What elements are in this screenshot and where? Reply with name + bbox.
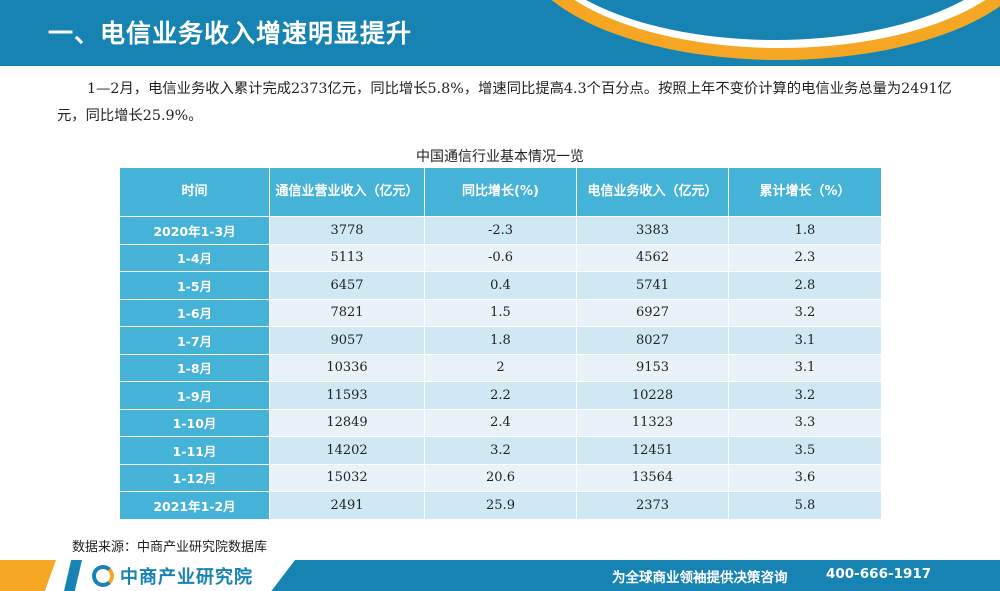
row-period: 1-4月 bbox=[119, 243, 270, 272]
page-title: 一、电信业务收入增速明显提升 bbox=[48, 19, 413, 48]
table-cell: 0.4 bbox=[424, 271, 577, 300]
table-cell: 5741 bbox=[576, 271, 729, 300]
table-row: 1-7月 9057 1.8 8027 3.1 bbox=[119, 326, 882, 355]
table-row: 2021年1-2月 2491 25.9 2373 5.8 bbox=[119, 491, 882, 520]
table-cell: 6927 bbox=[576, 298, 729, 327]
logo-icon bbox=[92, 565, 114, 587]
table-row: 1-11月 14202 3.2 12451 3.5 bbox=[119, 436, 882, 465]
table-cell: 2373 bbox=[576, 491, 729, 520]
footer-slogan: 为全球商业领袖提供决策咨询 bbox=[612, 570, 788, 586]
column-header: 电信业务收入（亿元） bbox=[576, 167, 729, 217]
column-header: 时间 bbox=[119, 167, 270, 217]
table-row: 1-9月 11593 2.2 10228 3.2 bbox=[119, 381, 882, 410]
intro-paragraph: 1—2月，电信业务收入累计完成2373亿元，同比增长5.8%，增速同比提高4.3… bbox=[57, 81, 952, 124]
logo-text: 中商产业研究院 bbox=[120, 567, 253, 588]
table-cell: -2.3 bbox=[424, 216, 577, 245]
table-row: 1-8月 10336 2 9153 3.1 bbox=[119, 353, 882, 382]
table-cell: 9057 bbox=[269, 326, 425, 355]
table-cell: 3.2 bbox=[424, 436, 577, 465]
table-cell: -0.6 bbox=[424, 243, 577, 272]
table-cell: 11593 bbox=[269, 381, 425, 410]
table-cell: 5.8 bbox=[728, 491, 882, 520]
table-cell: 3.1 bbox=[728, 326, 882, 355]
table-cell: 4562 bbox=[576, 243, 729, 272]
table-cell: 3.3 bbox=[728, 408, 882, 437]
column-header: 通信业营业收入（亿元） bbox=[269, 167, 425, 217]
table-cell: 1.5 bbox=[424, 298, 577, 327]
table-header-row: 时间 通信业营业收入（亿元） 同比增长(%) 电信业务收入（亿元） 累计增长（%… bbox=[119, 167, 882, 217]
table-row: 1-12月 15032 20.6 13564 3.6 bbox=[119, 463, 882, 492]
table-cell: 3778 bbox=[269, 216, 425, 245]
row-period: 2021年1-2月 bbox=[119, 491, 270, 520]
table-cell: 2 bbox=[424, 353, 577, 382]
row-period: 2020年1-3月 bbox=[119, 216, 270, 245]
table-cell: 3.6 bbox=[728, 463, 882, 492]
table-cell: 12849 bbox=[269, 408, 425, 437]
table-row: 1-10月 12849 2.4 11323 3.3 bbox=[119, 408, 882, 437]
table-row: 1-4月 5113 -0.6 4562 2.3 bbox=[119, 243, 882, 272]
table-cell: 1.8 bbox=[424, 326, 577, 355]
row-period: 1-9月 bbox=[119, 381, 270, 410]
footer-bar: 中商产业研究院 为全球商业领袖提供决策咨询 400-666-1917 bbox=[0, 560, 1000, 591]
table-cell: 5113 bbox=[269, 243, 425, 272]
footer-phone: 400-666-1917 bbox=[826, 566, 932, 582]
table-cell: 7821 bbox=[269, 298, 425, 327]
table-cell: 2.3 bbox=[728, 243, 882, 272]
table-cell: 3.2 bbox=[728, 381, 882, 410]
table-cell: 25.9 bbox=[424, 491, 577, 520]
table-cell: 14202 bbox=[269, 436, 425, 465]
column-header: 同比增长(%) bbox=[424, 167, 577, 217]
table-cell: 9153 bbox=[576, 353, 729, 382]
company-logo: 中商产业研究院 bbox=[92, 564, 253, 588]
row-period: 1-11月 bbox=[119, 436, 270, 465]
table-row: 1-6月 7821 1.5 6927 3.2 bbox=[119, 298, 882, 327]
footer-stripe bbox=[0, 560, 56, 591]
table-cell: 15032 bbox=[269, 463, 425, 492]
row-period: 1-12月 bbox=[119, 463, 270, 492]
row-period: 1-8月 bbox=[119, 353, 270, 382]
data-source-note: 数据来源：中商产业研究院数据库 bbox=[72, 540, 268, 555]
row-period: 1-5月 bbox=[119, 271, 270, 300]
table-row: 1-5月 6457 0.4 5741 2.8 bbox=[119, 271, 882, 300]
table-cell: 3383 bbox=[576, 216, 729, 245]
table-cell: 2.2 bbox=[424, 381, 577, 410]
table-cell: 8027 bbox=[576, 326, 729, 355]
row-period: 1-7月 bbox=[119, 326, 270, 355]
table-cell: 2.4 bbox=[424, 408, 577, 437]
row-period: 1-10月 bbox=[119, 408, 270, 437]
table-cell: 3.1 bbox=[728, 353, 882, 382]
table-caption: 中国通信行业基本情况一览 bbox=[416, 149, 584, 165]
row-period: 1-6月 bbox=[119, 298, 270, 327]
column-header: 累计增长（%） bbox=[728, 167, 882, 217]
table-row: 2020年1-3月 3778 -2.3 3383 1.8 bbox=[119, 216, 882, 245]
table-cell: 12451 bbox=[576, 436, 729, 465]
table-cell: 3.5 bbox=[728, 436, 882, 465]
table-cell: 20.6 bbox=[424, 463, 577, 492]
header-bar: 一、电信业务收入增速明显提升 bbox=[0, 0, 1000, 66]
data-table: 时间 通信业营业收入（亿元） 同比增长(%) 电信业务收入（亿元） 累计增长（%… bbox=[119, 167, 882, 520]
table-cell: 13564 bbox=[576, 463, 729, 492]
table-cell: 10228 bbox=[576, 381, 729, 410]
table-cell: 11323 bbox=[576, 408, 729, 437]
table-cell: 2.8 bbox=[728, 271, 882, 300]
table-cell: 3.2 bbox=[728, 298, 882, 327]
header-decoration bbox=[480, 0, 1000, 66]
table-cell: 1.8 bbox=[728, 216, 882, 245]
table-cell: 2491 bbox=[269, 491, 425, 520]
table-cell: 10336 bbox=[269, 353, 425, 382]
table-cell: 6457 bbox=[269, 271, 425, 300]
